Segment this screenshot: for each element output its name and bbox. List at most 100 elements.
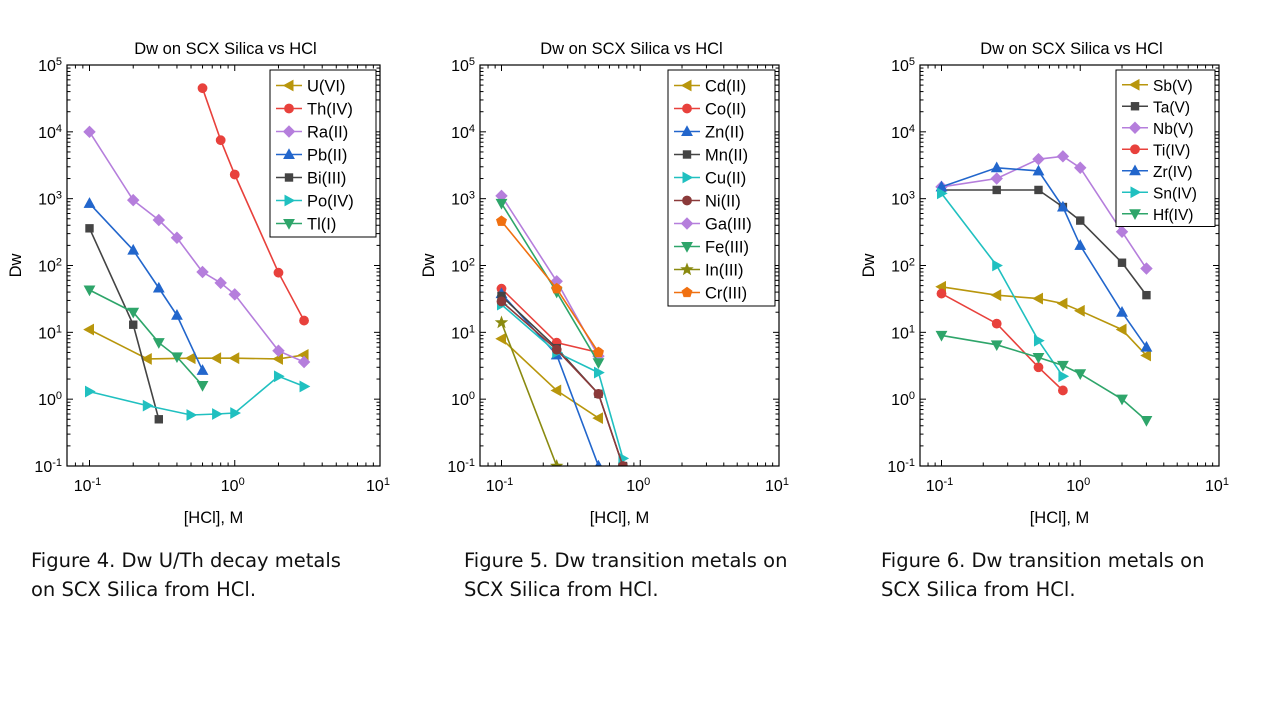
caption-figure-5: Figure 5. Dw transition metals on SCX Si…: [464, 546, 854, 604]
data-point: [1033, 362, 1044, 373]
legend-marker: [682, 171, 694, 184]
y-tick-label: 101: [891, 323, 915, 342]
legend-label: Th(IV): [307, 101, 353, 119]
legend-label: Hf(IV): [1153, 207, 1193, 224]
y-tick-label: 100: [891, 390, 915, 409]
data-point: [1117, 258, 1127, 267]
legend-marker: [1130, 102, 1140, 111]
legend-label: Ti(IV): [1153, 142, 1190, 159]
legend-marker: [1129, 164, 1141, 176]
legend-item-nb-v: Nb(V): [1122, 121, 1193, 138]
data-point: [184, 352, 196, 365]
series-cr-iii: [496, 215, 604, 358]
series-cd-ii: [495, 332, 603, 425]
data-point: [228, 352, 240, 365]
chart-6: Dw on SCX Silica vs HCl 10-1 100 101 10-1 100…: [860, 40, 1229, 527]
series-line: [500, 303, 624, 459]
legend-marker: [680, 217, 694, 230]
legend-item-sb-v: Sb(V): [1122, 78, 1193, 95]
data-point: [497, 291, 506, 301]
legend-item-th-iv: Th(IV): [276, 101, 353, 119]
series-sb-v: [935, 280, 1151, 362]
y-tick-label: 105: [451, 56, 475, 75]
y-tick-label: 101: [38, 323, 62, 342]
data-point: [496, 296, 507, 307]
legend-label: Po(IV): [307, 193, 354, 211]
series-sn-iv: [936, 187, 1070, 383]
data-point: [152, 338, 165, 349]
legend-label: Bi(III): [307, 170, 346, 188]
legend-item-tl-i: Tl(I): [276, 216, 336, 234]
series-ra-ii: [83, 125, 311, 369]
data-point: [1076, 216, 1085, 225]
legend-label: In(III): [705, 262, 744, 280]
series-nb-v: [935, 150, 1153, 275]
legend-marker: [282, 125, 296, 138]
legend-item-in-iii: In(III): [674, 262, 744, 280]
data-point: [936, 187, 948, 200]
y-tick-label: 103: [38, 190, 62, 209]
series-bi-iii: [85, 224, 164, 424]
data-point: [495, 198, 508, 210]
legend-label: Cd(II): [705, 78, 746, 96]
series-line: [500, 293, 600, 466]
x-tick-label: 10-1: [926, 476, 954, 495]
legend-label: Ni(II): [705, 193, 741, 211]
plot-area: [83, 83, 311, 424]
caption-figure-6: Figure 6. Dw transition metals on SCX Si…: [881, 546, 1271, 604]
chart-title: Dw on SCX Silica vs HCl: [980, 40, 1162, 58]
data-point: [1115, 323, 1127, 336]
y-tick-label: 100: [38, 390, 62, 409]
legend-item-sn-iv: Sn(IV): [1122, 185, 1197, 202]
legend-label: Sn(IV): [1153, 185, 1197, 202]
series-line: [500, 202, 600, 364]
plot-area: [494, 189, 630, 466]
legend-item-cu-ii: Cu(II): [674, 170, 746, 188]
legend-item-fe-iii: Fe(III): [674, 239, 749, 257]
legend-marker: [681, 125, 693, 136]
series-cu-ii: [496, 298, 630, 465]
legend-label: Co(II): [705, 101, 746, 119]
data-point: [84, 385, 96, 398]
series-line: [500, 220, 600, 353]
data-point: [141, 353, 152, 365]
data-point: [550, 384, 562, 397]
data-point: [215, 135, 226, 146]
data-point: [935, 330, 948, 342]
plot-frame: [66, 64, 381, 467]
data-point: [230, 407, 241, 419]
data-point: [196, 364, 209, 375]
legend-label: Ta(V): [1153, 99, 1190, 116]
series-line: [941, 292, 1064, 392]
y-tick-label: 103: [451, 190, 475, 209]
data-point: [210, 352, 222, 365]
series-tl-i: [83, 285, 209, 392]
series-line: [88, 227, 160, 420]
series-line: [500, 300, 624, 466]
data-point: [186, 409, 198, 421]
series-in-iii: [494, 315, 564, 466]
legend-marker: [284, 173, 294, 182]
data-point: [990, 161, 1003, 173]
y-tick-label: 104: [451, 123, 475, 142]
legend-label: Cr(III): [705, 285, 747, 303]
legend-label: U(VI): [307, 78, 346, 96]
y-axis-label: Dw: [7, 254, 25, 278]
data-point: [228, 288, 241, 301]
y-axis-label: Dw: [420, 254, 438, 278]
data-point: [592, 412, 603, 425]
legend-item-bi-iii: Bi(III): [276, 170, 346, 188]
legend-item-ra-ii: Ra(II): [276, 124, 348, 142]
data-point: [152, 281, 165, 293]
chart-title: Dw on SCX Silica vs HCl: [134, 40, 316, 58]
x-tick-label: 10-1: [486, 476, 514, 495]
y-tick-label: 105: [38, 56, 62, 75]
data-point: [593, 388, 604, 399]
data-point: [593, 366, 605, 379]
legend-label: Zn(II): [705, 124, 744, 142]
caption-figure-5-line-1: Figure 5. Dw transition metals on: [464, 549, 788, 572]
data-point: [991, 318, 1002, 329]
data-point: [1034, 185, 1043, 195]
x-axis-label: [HCl], M: [1030, 509, 1090, 527]
data-point: [1056, 297, 1068, 310]
